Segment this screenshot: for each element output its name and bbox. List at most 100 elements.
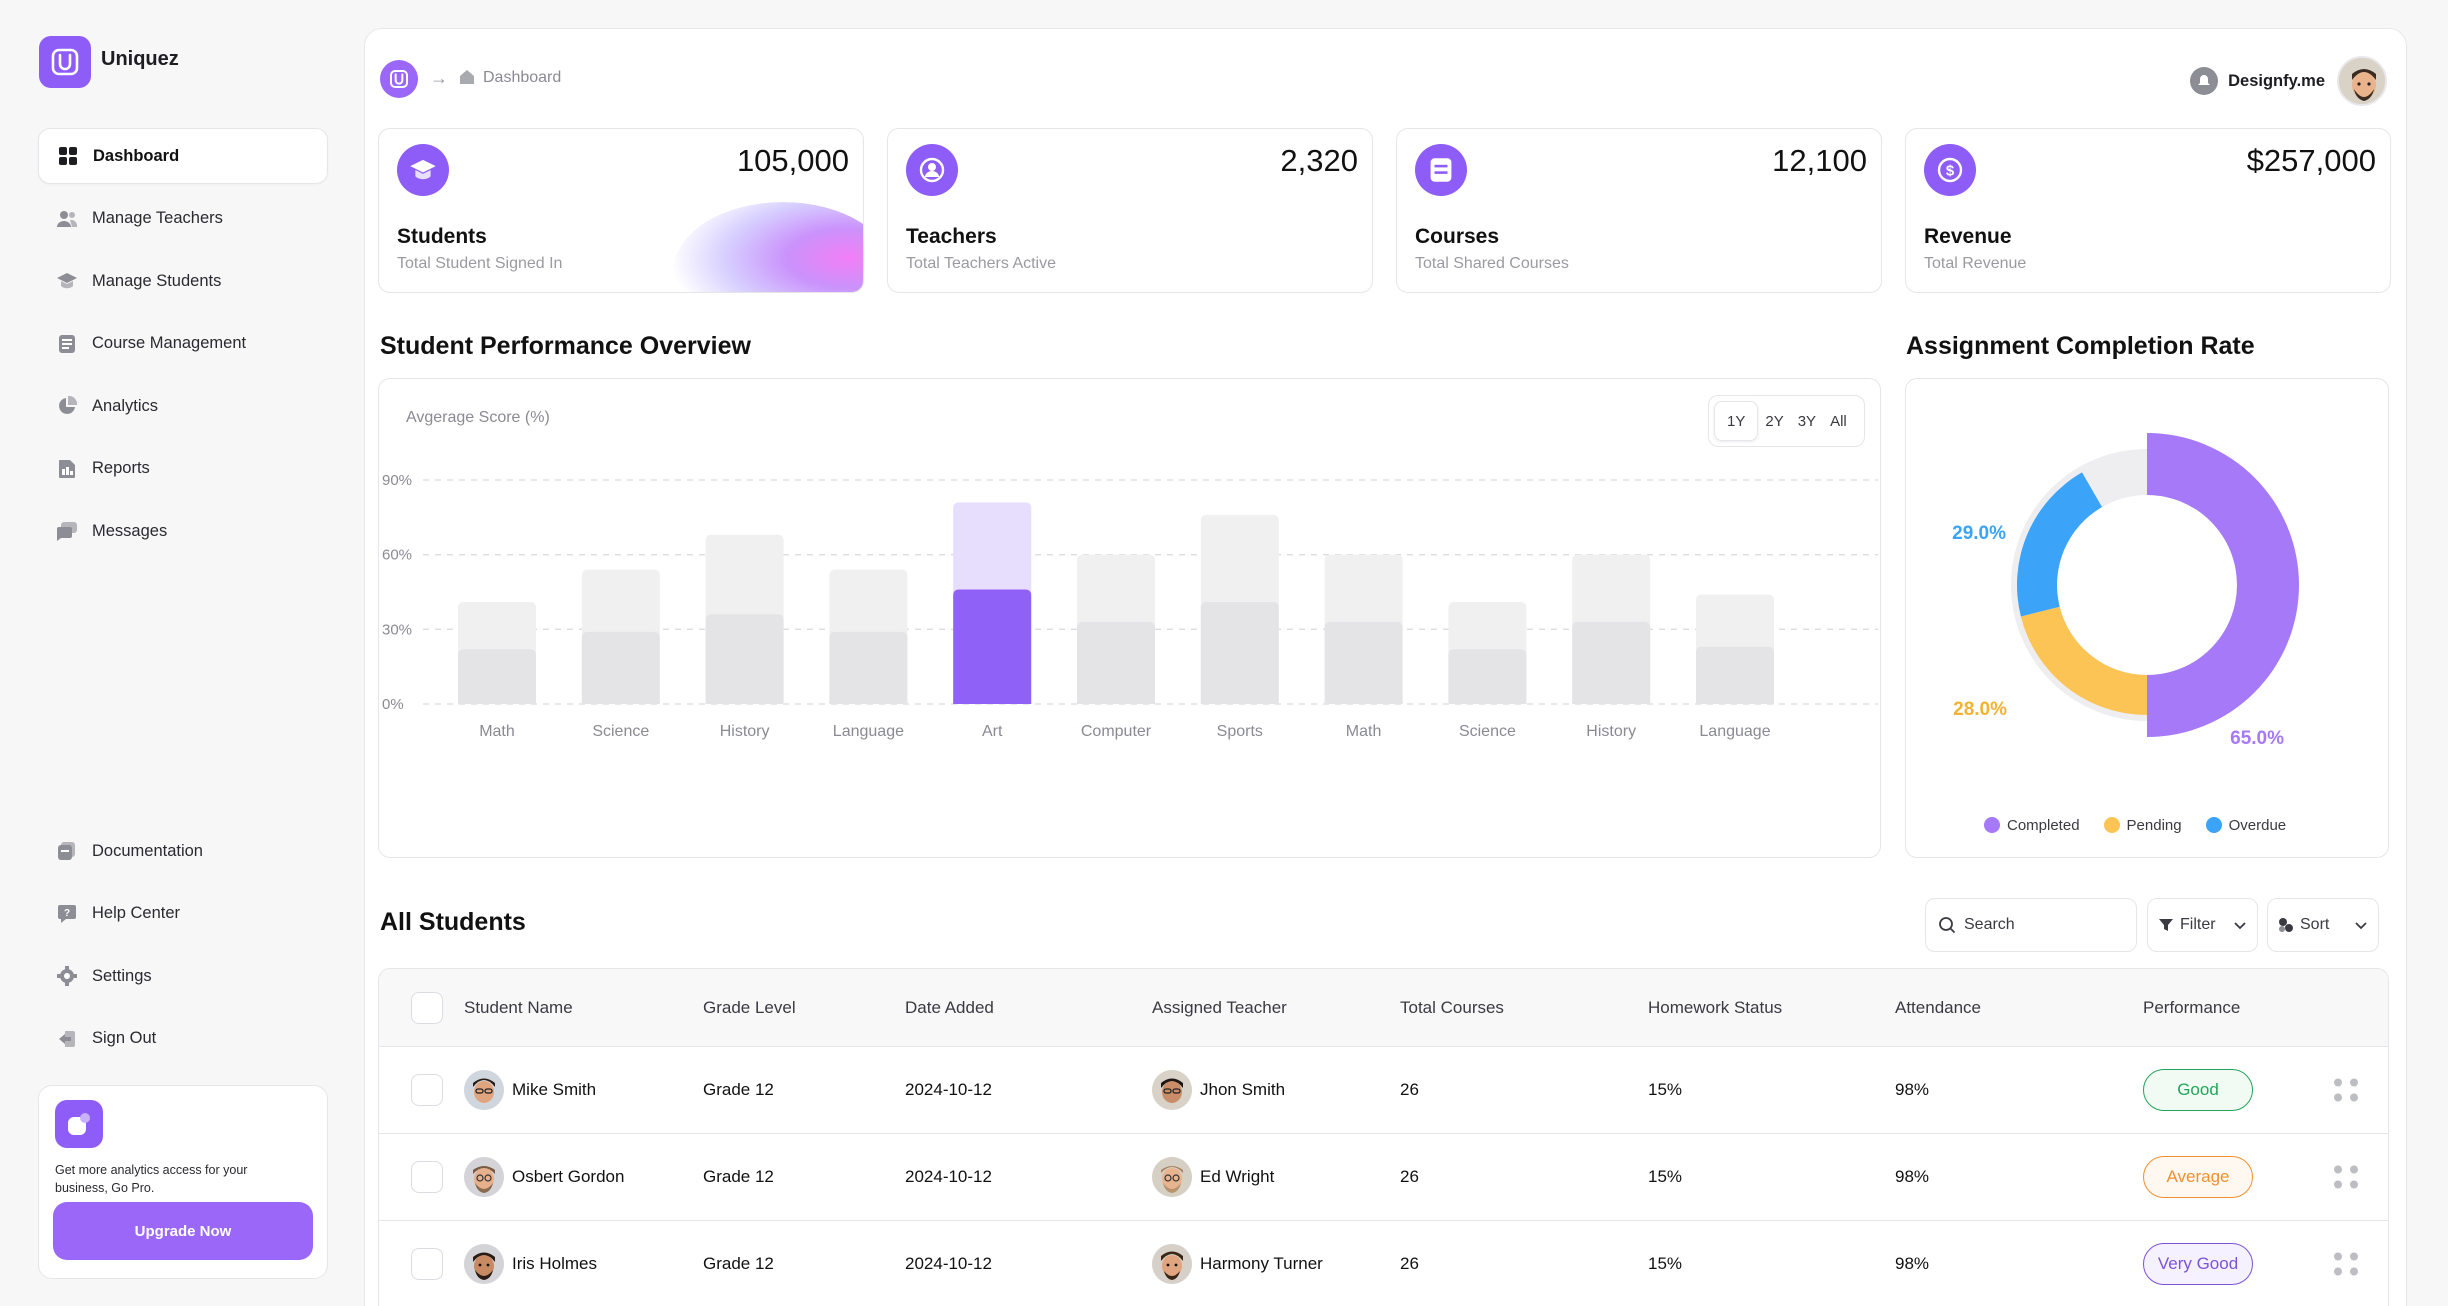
legend-item-overdue: Overdue (2205, 817, 2286, 834)
row-checkbox[interactable] (411, 1074, 443, 1106)
x-tick-label: Math (479, 723, 515, 740)
logo-icon (390, 70, 408, 88)
bar[interactable] (1077, 621, 1155, 704)
sidebar-item-label: Messages (92, 521, 168, 540)
chevron-down-icon (2354, 918, 2368, 932)
breadcrumb-logo[interactable] (380, 60, 418, 98)
logo-icon (51, 48, 79, 76)
homework-status: 15% (1648, 1080, 1683, 1099)
assignment-title: Assignment Completion Rate (1906, 332, 2255, 360)
drag-handle-icon[interactable] (2334, 1165, 2358, 1189)
assignment-donut-chart: 65.0% 28.0% 29.0% (1952, 433, 2299, 749)
range-3y-button[interactable]: 3Y (1797, 412, 1817, 430)
app-name: Uniquez (101, 48, 179, 70)
bar[interactable] (1324, 621, 1403, 704)
stat-title: Teachers (906, 225, 997, 248)
sidebar-item-documentation[interactable]: Documentation (38, 823, 328, 879)
breadcrumb-current[interactable]: Dashboard (483, 69, 562, 86)
column-header[interactable]: Date Added (905, 997, 994, 1017)
help-icon: ? (56, 903, 78, 925)
column-header[interactable]: Total Courses (1400, 997, 1504, 1017)
bar[interactable] (705, 614, 784, 704)
row-checkbox[interactable] (411, 1161, 443, 1193)
total-courses: 26 (1400, 1254, 1419, 1273)
column-header[interactable]: Assigned Teacher (1152, 997, 1287, 1017)
bell-icon[interactable] (2190, 67, 2219, 95)
donut-slice-completed[interactable] (2147, 433, 2299, 737)
home-icon (459, 69, 475, 90)
range-1y-button[interactable]: 1Y (1714, 401, 1759, 441)
y-tick-label: 30% (382, 621, 412, 638)
bar[interactable] (1572, 621, 1651, 704)
x-tick-label: Computer (1081, 723, 1152, 740)
table-row[interactable]: Osbert Gordon Grade 12 2024-10-12 Ed Wri… (379, 1134, 2388, 1221)
select-all-checkbox[interactable] (411, 991, 443, 1024)
column-header[interactable]: Performance (2143, 997, 2241, 1017)
user-avatar[interactable] (2337, 56, 2387, 106)
sidebar-item-reports[interactable]: Reports (38, 441, 328, 497)
user-menu[interactable]: Designfy.me (2190, 56, 2387, 106)
stat-card-teachers[interactable]: 2,320 Teachers Total Teachers Active (887, 128, 1373, 293)
sort-label: Sort (2300, 916, 2330, 933)
sidebar-item-analytics[interactable]: Analytics (38, 378, 328, 434)
teacher-avatar (1152, 1070, 1192, 1110)
sidebar-item-label: Reports (92, 459, 150, 477)
column-header[interactable]: Student Name (464, 997, 573, 1017)
bar[interactable] (953, 589, 1032, 704)
date-added: 2024-10-12 (905, 1080, 992, 1099)
search-input[interactable]: Search (1925, 898, 2137, 952)
sidebar-item-messages[interactable]: Messages (38, 503, 328, 559)
dollar-icon: $ (1924, 144, 1976, 196)
donut-slice-overdue[interactable] (2017, 472, 2102, 617)
sidebar-item-label: Documentation (92, 841, 203, 860)
bar[interactable] (1448, 649, 1527, 704)
x-tick-label: Science (1459, 723, 1516, 740)
stat-card-students[interactable]: 105,000 Students Total Student Signed In (378, 128, 864, 293)
range-2y-button[interactable]: 2Y (1765, 412, 1784, 430)
table-row[interactable]: Mike Smith Grade 12 2024-10-12 Jhon Smit… (379, 1047, 2388, 1134)
sidebar-item-settings[interactable]: Settings (38, 948, 328, 1004)
sidebar-item-dashboard[interactable]: Dashboard (38, 128, 328, 184)
x-tick-label: Math (1346, 723, 1382, 740)
filter-button[interactable]: Filter (2147, 898, 2258, 952)
sidebar-item-manage-students[interactable]: Manage Students (38, 253, 328, 309)
app-logo[interactable] (39, 36, 91, 88)
sidebar-item-help-center[interactable]: ? Help Center (38, 886, 328, 942)
student-avatar (464, 1157, 504, 1197)
table-row[interactable]: Iris Holmes Grade 12 2024-10-12 Harmony … (379, 1221, 2388, 1306)
column-header[interactable]: Attendance (1895, 997, 1982, 1017)
graduation-cap-icon (397, 144, 449, 196)
sidebar-item-course-management[interactable]: Course Management (38, 316, 328, 372)
filter-label: Filter (2180, 916, 2216, 933)
x-tick-label: History (720, 723, 770, 740)
sidebar-bottom-nav: Documentation ? Help Center Settings Sig… (38, 823, 328, 1073)
stat-card-courses[interactable]: 12,100 Courses Total Shared Courses (1396, 128, 1882, 293)
sidebar-item-label: Help Center (92, 904, 181, 922)
book-icon (56, 333, 78, 355)
stat-card-revenue[interactable]: $ $257,000 Revenue Total Revenue (1905, 128, 2391, 293)
sidebar-item-label: Settings (92, 966, 152, 985)
column-header[interactable]: Grade Level (703, 997, 796, 1017)
bar[interactable] (1200, 601, 1279, 704)
sidebar-item-label: Analytics (92, 396, 159, 415)
sort-button[interactable]: Sort (2267, 898, 2379, 952)
drag-handle-icon[interactable] (2334, 1078, 2358, 1102)
sidebar-item-label: Manage Teachers (92, 209, 223, 227)
sidebar-item-manage-teachers[interactable]: Manage Teachers (38, 191, 328, 247)
range-all-button[interactable]: All (1830, 412, 1847, 430)
donut-slice-pending[interactable] (2020, 606, 2147, 715)
date-added: 2024-10-12 (905, 1167, 992, 1186)
bar[interactable] (458, 649, 536, 704)
bar[interactable] (829, 631, 908, 704)
stat-subtitle: Total Revenue (1924, 255, 2027, 272)
row-checkbox[interactable] (411, 1248, 443, 1280)
upgrade-now-button[interactable]: Upgrade Now (53, 1202, 313, 1260)
x-tick-label: Sports (1217, 723, 1263, 740)
gear-icon (56, 965, 78, 987)
students-title: All Students (380, 908, 526, 936)
drag-handle-icon[interactable] (2334, 1252, 2358, 1276)
bar[interactable] (581, 631, 660, 704)
column-header[interactable]: Homework Status (1648, 997, 1783, 1017)
bar[interactable] (1696, 646, 1774, 704)
sidebar-item-sign-out[interactable]: Sign Out (38, 1011, 328, 1067)
